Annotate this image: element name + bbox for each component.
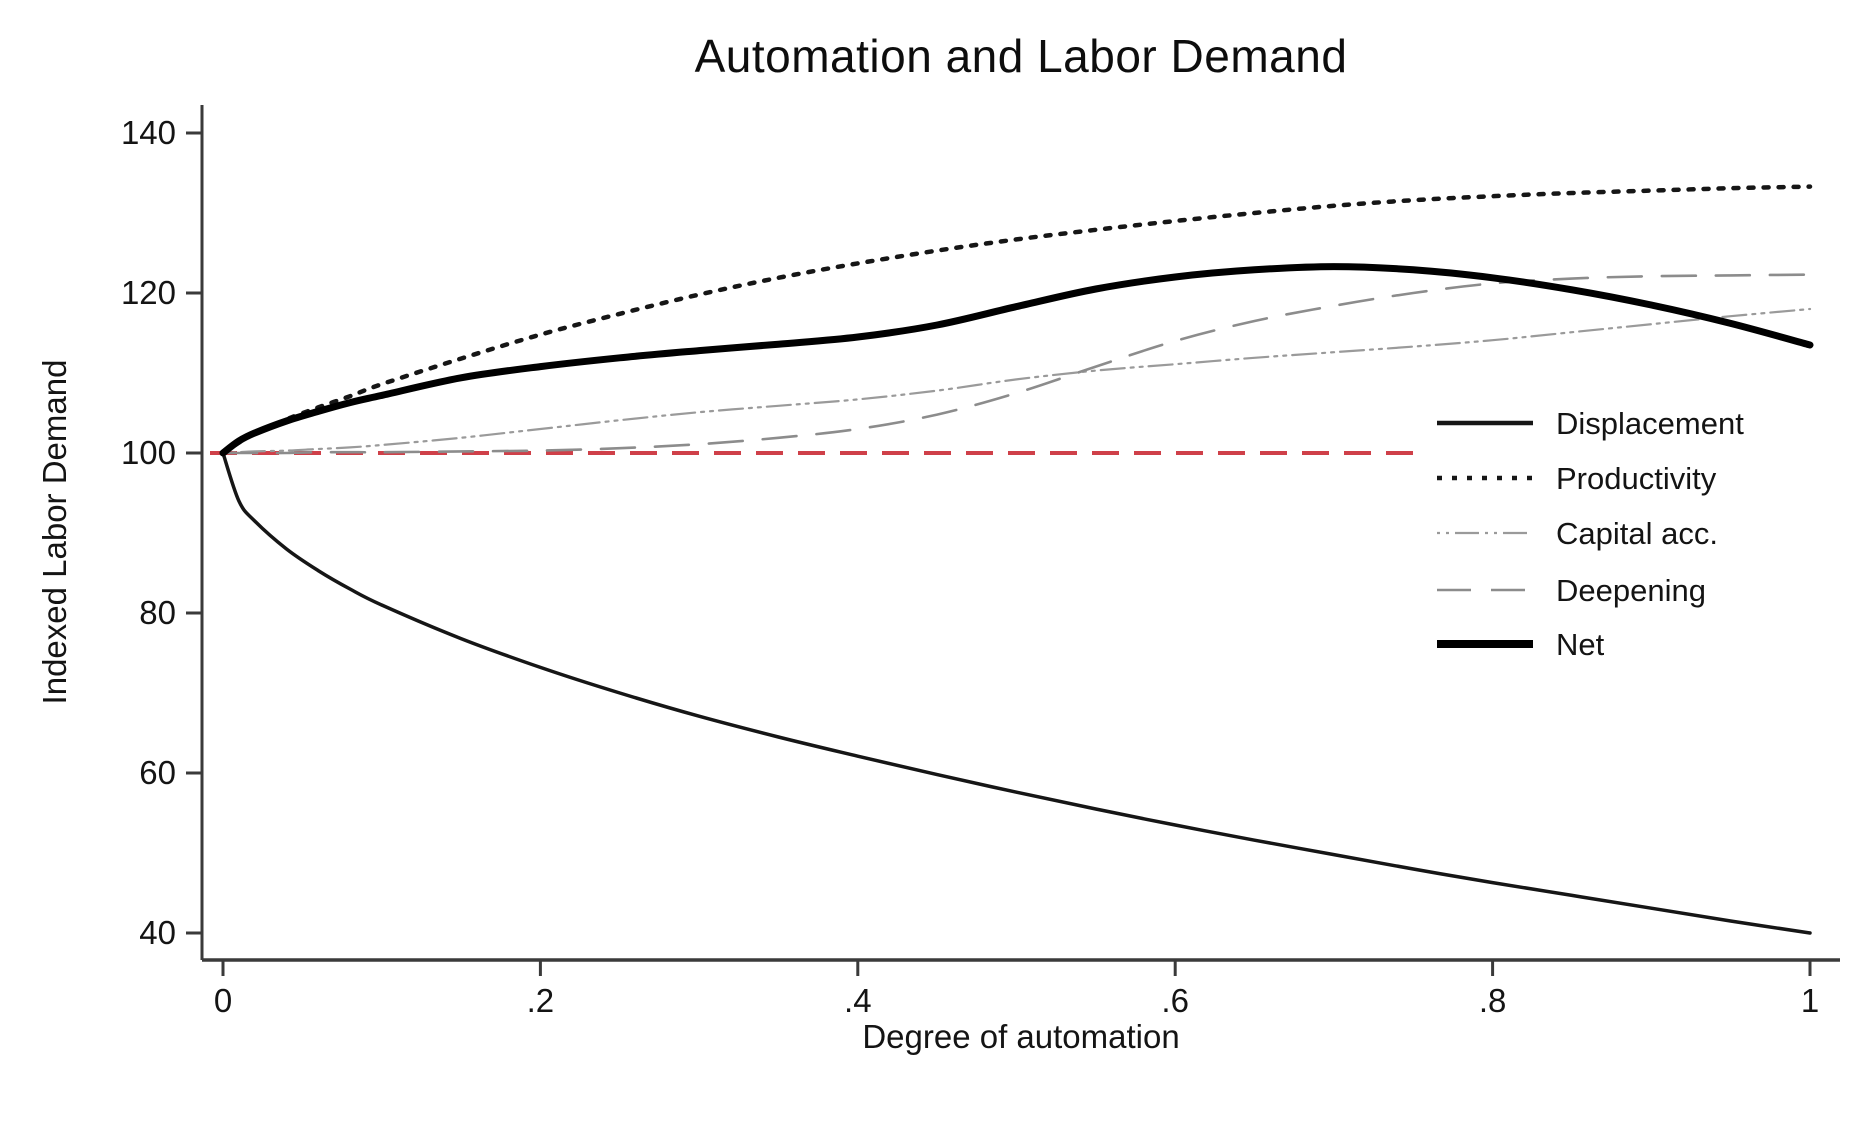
x-tick-label: 1 (1801, 982, 1819, 1019)
legend-label-productivity: Productivity (1556, 461, 1717, 496)
series-net-line (219, 263, 1814, 457)
legend-label-net: Net (1556, 627, 1605, 662)
y-tick-label: 40 (139, 914, 176, 951)
legend-background (1422, 396, 1835, 674)
legend-label-deepening: Deepening (1556, 573, 1706, 608)
y-tick-label: 120 (121, 274, 176, 311)
chart-title: Automation and Labor Demand (695, 30, 1348, 82)
y-tick-label: 60 (139, 754, 176, 791)
axes-group: 40 60 80 100 120 140 0 .2 .4 .6 .8 1 (121, 105, 1840, 1019)
legend-item-net: Net (1437, 627, 1605, 662)
series-deepening-line (221, 273, 1812, 455)
x-tick-label: .2 (527, 982, 555, 1019)
legend-group: Displacement Productivity Capital acc. Deep… (1422, 396, 1835, 674)
series-capital-line (221, 307, 1812, 455)
x-tick-label: 0 (214, 982, 232, 1019)
y-tick-label: 140 (121, 114, 176, 151)
legend-item-deepening: Deepening (1437, 573, 1706, 608)
x-tick-label: .6 (1161, 982, 1189, 1019)
legend-item-productivity: Productivity (1437, 461, 1717, 496)
x-axis-title: Degree of automation (862, 1018, 1179, 1055)
x-tick-label: .8 (1479, 982, 1507, 1019)
legend-item-displacement: Displacement (1437, 406, 1744, 441)
y-tick-label: 80 (139, 594, 176, 631)
legend-label-displacement: Displacement (1556, 406, 1744, 441)
series-displacement-line (221, 451, 1812, 935)
series-productivity-line (220, 184, 1813, 456)
y-tick-label: 100 (121, 434, 176, 471)
legend-item-capital: Capital acc. (1437, 516, 1718, 551)
legend-label-capital: Capital acc. (1556, 516, 1718, 551)
y-axis-title: Indexed Labor Demand (36, 360, 73, 705)
x-tick-label: .4 (844, 982, 872, 1019)
